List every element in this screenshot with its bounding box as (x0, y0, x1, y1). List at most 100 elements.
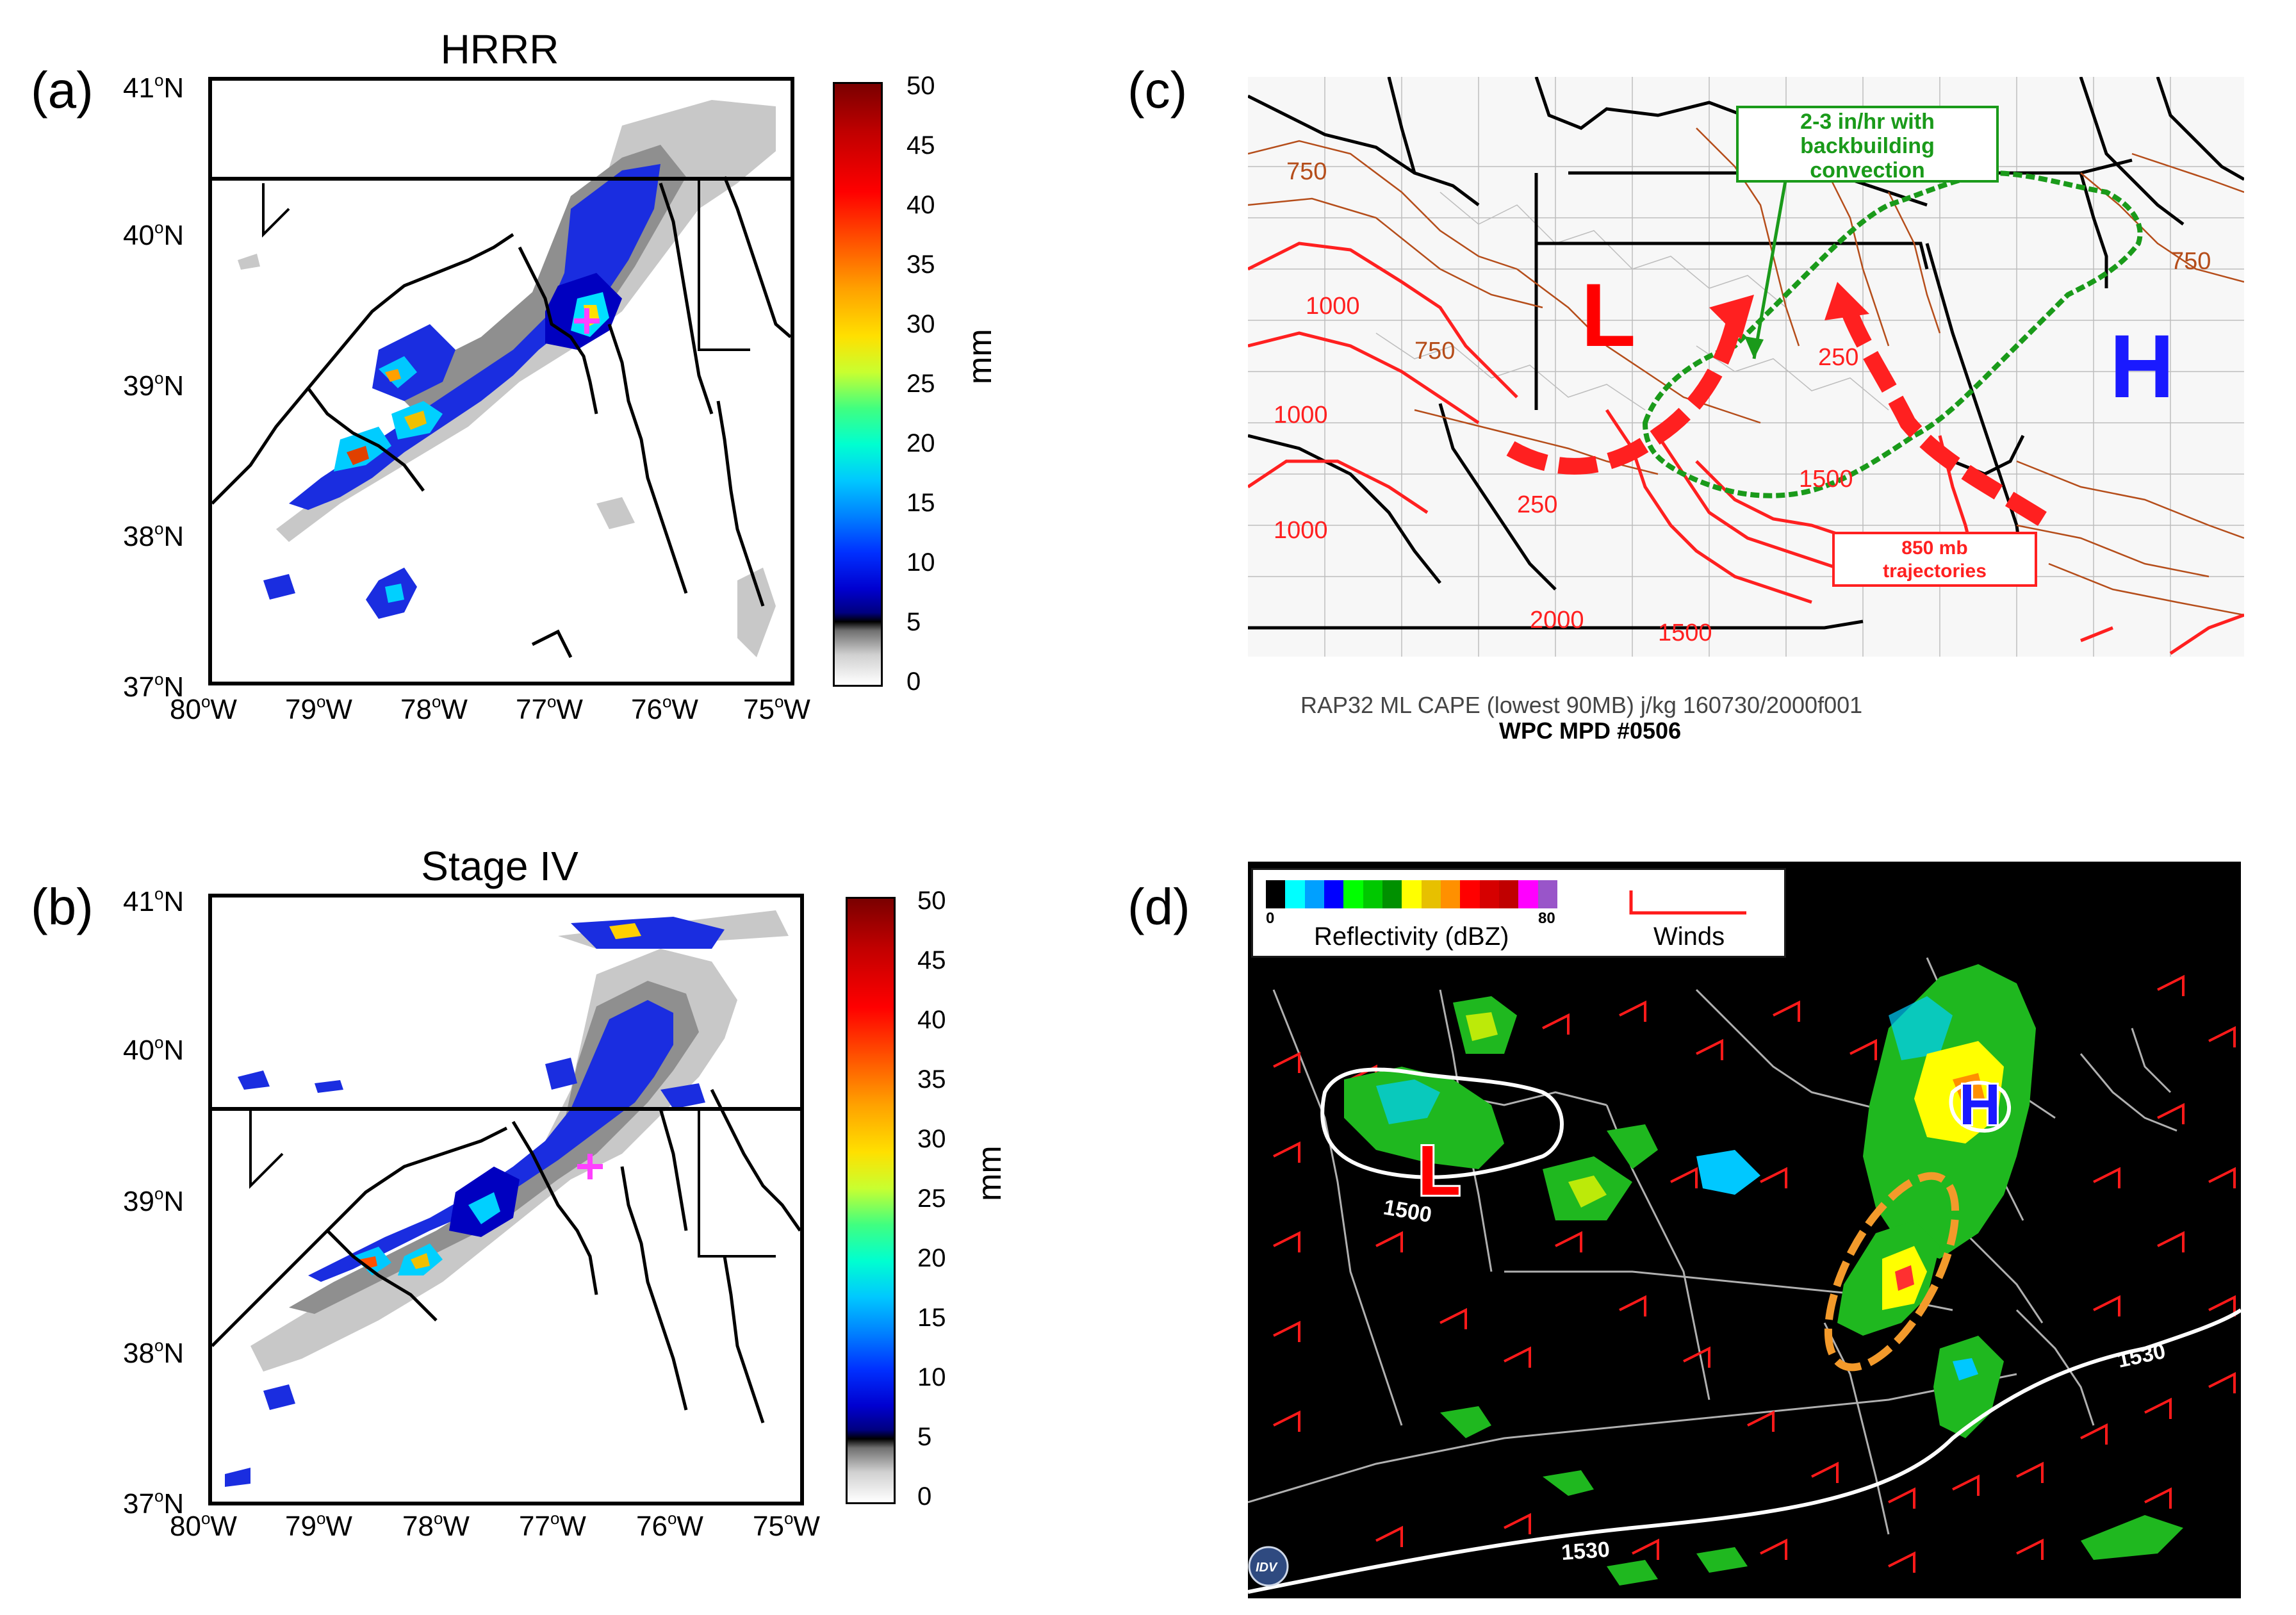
panel-d-legend-min: 0 (1266, 910, 1275, 927)
panel-b-cb-unit: mm (971, 1145, 1008, 1201)
panel-b-location-marker (577, 1154, 603, 1179)
panel-c-trajectories-box: 850 mb trajectories (1832, 532, 2037, 587)
panel-a-lat-label-37: 37oN (123, 669, 184, 703)
panel-c-trajectories-line: trajectories (1883, 561, 1987, 582)
panel-b-cb-tick: 10 (917, 1363, 946, 1391)
panel-c-contour-label: 1000 (1306, 293, 1360, 320)
panel-b-cb-tick: 5 (917, 1423, 932, 1451)
panel-c-contour-label: 1000 (1274, 517, 1328, 544)
panel-d-legend-max: 80 (1538, 910, 1555, 927)
panel-a-lat-label-38: 38oN (123, 519, 184, 552)
panel-a-cb-tick: 15 (906, 489, 935, 517)
panel-b-lat-label-39: 39oN (123, 1184, 184, 1217)
panel-c-annotation-line: backbuilding (1800, 134, 1935, 158)
panel-c-trajectory-2 (1842, 311, 2047, 527)
panel-c-contour-label: 1000 (1274, 402, 1328, 429)
panel-a-lat-label-39: 39oN (123, 368, 184, 402)
panel-c-annotation-line: convection (1810, 158, 1925, 183)
panel-a-cb-tick: 10 (906, 548, 935, 577)
panel-b-cb-tick: 20 (917, 1244, 946, 1272)
panel-c-contour-label: 1500 (1658, 619, 1712, 646)
panel-d-legend-reflectivity: Reflectivity (dBZ) (1314, 922, 1509, 951)
panel-a-lat-label-41: 41oN (123, 70, 184, 104)
panel-c-annotation-box: 2-3 in/hr with backbuilding convection (1736, 106, 1999, 183)
panel-c-contour-label: 750 (1414, 338, 1455, 365)
panel-b-map (208, 894, 804, 1505)
panel-a-cb-tick: 30 (906, 310, 935, 338)
panel-b-lon-label-76: 76oW (636, 1509, 703, 1542)
panel-d-legend: 0 80 Reflectivity (dBZ) Winds (1251, 868, 1786, 958)
panel-c-map: 750 750 750 1000 1000 1000 250 2000 1500… (1248, 77, 2244, 657)
panel-c-contour-label: 750 (2170, 248, 2211, 275)
panel-a-cb-tick: 50 (906, 72, 935, 100)
panel-c-low-label: L (1581, 265, 1636, 365)
panel-b-lat-label-37: 37oN (123, 1486, 184, 1520)
panel-c-annotation-line: 2-3 in/hr with (1800, 110, 1935, 134)
panel-d-logo-text: IDV (1256, 1561, 1278, 1575)
panel-c-green-outline (1642, 170, 2143, 498)
panel-a-lon-label-75: 75oW (743, 692, 810, 725)
panel-a-lon-label-77: 77oW (516, 692, 583, 725)
panel-c-trajectories-line: 850 mb (1901, 537, 1968, 559)
panel-b-title: Stage IV (421, 843, 578, 889)
panel-b-cb-tick: 0 (917, 1482, 932, 1511)
panel-d-logo-icon (1248, 1546, 1289, 1587)
panel-a-cb-tick: 45 (906, 131, 935, 160)
panel-a-lat-label-40: 40oN (123, 218, 184, 251)
panel-d-high-label: H (1959, 1073, 2001, 1137)
panel-d-low-label: L (1418, 1131, 1461, 1210)
panel-b-lon-label-80: 80oW (170, 1509, 237, 1542)
panel-a-cb-tick: 35 (906, 250, 935, 279)
panel-b-letter: (b) (31, 878, 94, 935)
panel-a-lon-label-80: 80oW (170, 692, 237, 725)
panel-d-wind-barbs (1273, 974, 2236, 1573)
panel-b-lat-label-38: 38oN (123, 1336, 184, 1369)
panel-c-caption: RAP32 ML CAPE (lowest 90MB) j/kg 160730/… (1300, 692, 1863, 718)
panel-a-lon-label-79: 79oW (285, 692, 352, 725)
panel-a-cb-tick: 40 (906, 191, 935, 219)
panel-b-cb-tick: 30 (917, 1125, 946, 1153)
panel-a-location-marker (574, 308, 600, 334)
panel-c-caption-title: WPC MPD #0506 (1499, 717, 1682, 744)
panel-d-legend-wind-icon (1629, 890, 1746, 915)
panel-d-highlight-ellipse (1824, 1172, 1960, 1372)
panel-a-lon-label-76: 76oW (631, 692, 698, 725)
panel-d-contour-label: 1530 (1561, 1537, 1611, 1565)
panel-c-contour-label: 750 (1286, 158, 1327, 185)
panel-b-cb-tick: 40 (917, 1006, 946, 1034)
panel-b-lat-label-41: 41oN (123, 884, 184, 917)
panel-a-cb-tick: 0 (906, 668, 921, 696)
panel-d-map: 1500 1530 1530 L H IDV 0 (1248, 862, 2241, 1598)
panel-d-radar-map: 1500 1530 1530 L H IDV (1248, 862, 2241, 1598)
panel-c-contour-label: 1500 (1799, 466, 1853, 493)
panel-b-cb-tick: 25 (917, 1185, 946, 1213)
panel-a-map (208, 77, 794, 685)
panel-c-contour-label: 250 (1517, 491, 1557, 518)
panel-d-letter: (d) (1128, 878, 1190, 935)
panel-a-cb-unit: mm (962, 329, 999, 384)
panel-b-cb-tick: 35 (917, 1065, 946, 1094)
panel-c-high-label: H (2110, 316, 2174, 416)
panel-a-cb-tick: 20 (906, 429, 935, 457)
panel-b-colorbar (846, 897, 896, 1504)
panel-b-lon-label-79: 79oW (285, 1509, 352, 1542)
panel-b-lat-label-40: 40oN (123, 1033, 184, 1066)
panel-b-cb-tick: 15 (917, 1304, 946, 1332)
panel-a-cb-tick: 5 (906, 608, 921, 636)
panel-d-legend-colorbar (1266, 880, 1557, 908)
panel-a-colorbar (833, 82, 883, 687)
panel-a-letter: (a) (31, 61, 94, 119)
panel-c-trajectory-1 (1506, 318, 1743, 475)
panel-b-cb-tick: 50 (917, 887, 946, 915)
panel-a-precip-field (212, 100, 791, 659)
panel-b-precip-field (212, 910, 800, 1487)
panel-a-title: HRRR (440, 26, 559, 72)
panel-b-cb-tick: 45 (917, 946, 946, 974)
panel-d-legend-winds: Winds (1653, 922, 1725, 951)
panel-c-contour-label: 2000 (1530, 607, 1584, 634)
panel-a-lon-label-78: 78oW (400, 692, 468, 725)
panel-c-contour-label: 250 (1818, 344, 1858, 371)
panel-c-letter: (c) (1128, 61, 1188, 119)
panel-b-lon-label-75: 75oW (753, 1509, 820, 1542)
panel-b-lon-label-78: 78oW (402, 1509, 470, 1542)
